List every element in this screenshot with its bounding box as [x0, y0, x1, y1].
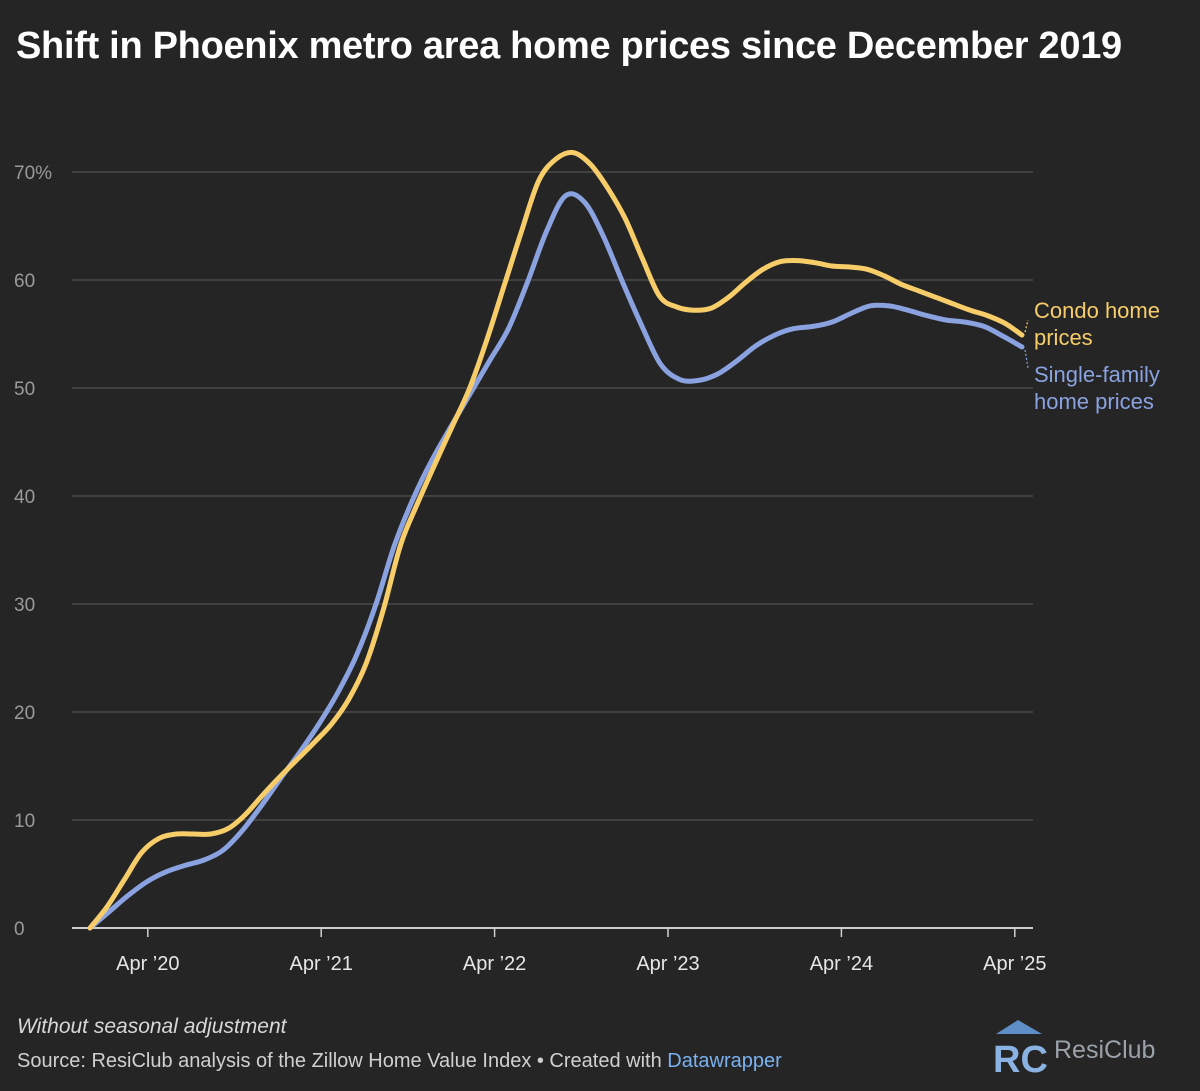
y-tick-label: 20 — [14, 703, 35, 724]
datawrapper-link[interactable]: Datawrapper — [667, 1050, 782, 1072]
label-connector — [1024, 349, 1029, 369]
series-labels: Single-family home prices Condo home prices — [1024, 298, 1160, 414]
footnote: Without seasonal adjustment — [17, 1015, 287, 1038]
y-tick-label: 10 — [14, 811, 35, 832]
series-label-single-family: Single-family home prices — [1034, 362, 1160, 414]
series-label-line: home prices — [1034, 389, 1154, 414]
y-tick-label: 70% — [14, 163, 52, 184]
x-axis: Apr ’20 Apr ’21 Apr ’22 Apr ’23 Apr ’24 Apr ’… — [72, 927, 1046, 975]
logo-mark: RC — [993, 1039, 1048, 1078]
resiclub-logo: RC ResiClub — [992, 1018, 1192, 1081]
series-lines — [87, 149, 1025, 931]
series-line-condo — [87, 149, 1025, 931]
chart-title: Shift in Phoenix metro area home prices … — [16, 25, 1122, 67]
series-label-line: Condo home — [1034, 298, 1160, 323]
series-line-single-family — [87, 191, 1025, 931]
source-text: Source: ResiClub analysis of the Zillow … — [17, 1050, 668, 1072]
y-axis-ticks: 0 10 20 30 40 50 60 70% — [14, 163, 52, 940]
y-tick-label: 30 — [14, 595, 35, 616]
y-tick-label: 50 — [14, 379, 35, 400]
x-tick-label: Apr ’20 — [116, 953, 179, 975]
y-tick-label: 40 — [14, 487, 35, 508]
y-tick-label: 60 — [14, 271, 35, 292]
series-label-condo: Condo home prices — [1034, 298, 1160, 350]
resiclub-logo-icon: RC — [993, 1020, 1048, 1081]
x-tick-label: Apr ’23 — [636, 953, 699, 975]
x-tick-label: Apr ’21 — [290, 953, 353, 975]
series-label-line: prices — [1034, 325, 1093, 350]
x-tick-label: Apr ’22 — [463, 953, 526, 975]
y-tick-label: 0 — [14, 919, 25, 940]
gridlines — [72, 171, 1033, 821]
brand-name: ResiClub — [1054, 1036, 1156, 1064]
x-tick-label: Apr ’25 — [983, 953, 1046, 975]
series-label-line: Single-family — [1034, 362, 1160, 387]
x-tick-label: Apr ’24 — [810, 953, 873, 975]
source-line: Source: ResiClub analysis of the Zillow … — [17, 1050, 782, 1073]
label-connector — [1024, 319, 1029, 333]
